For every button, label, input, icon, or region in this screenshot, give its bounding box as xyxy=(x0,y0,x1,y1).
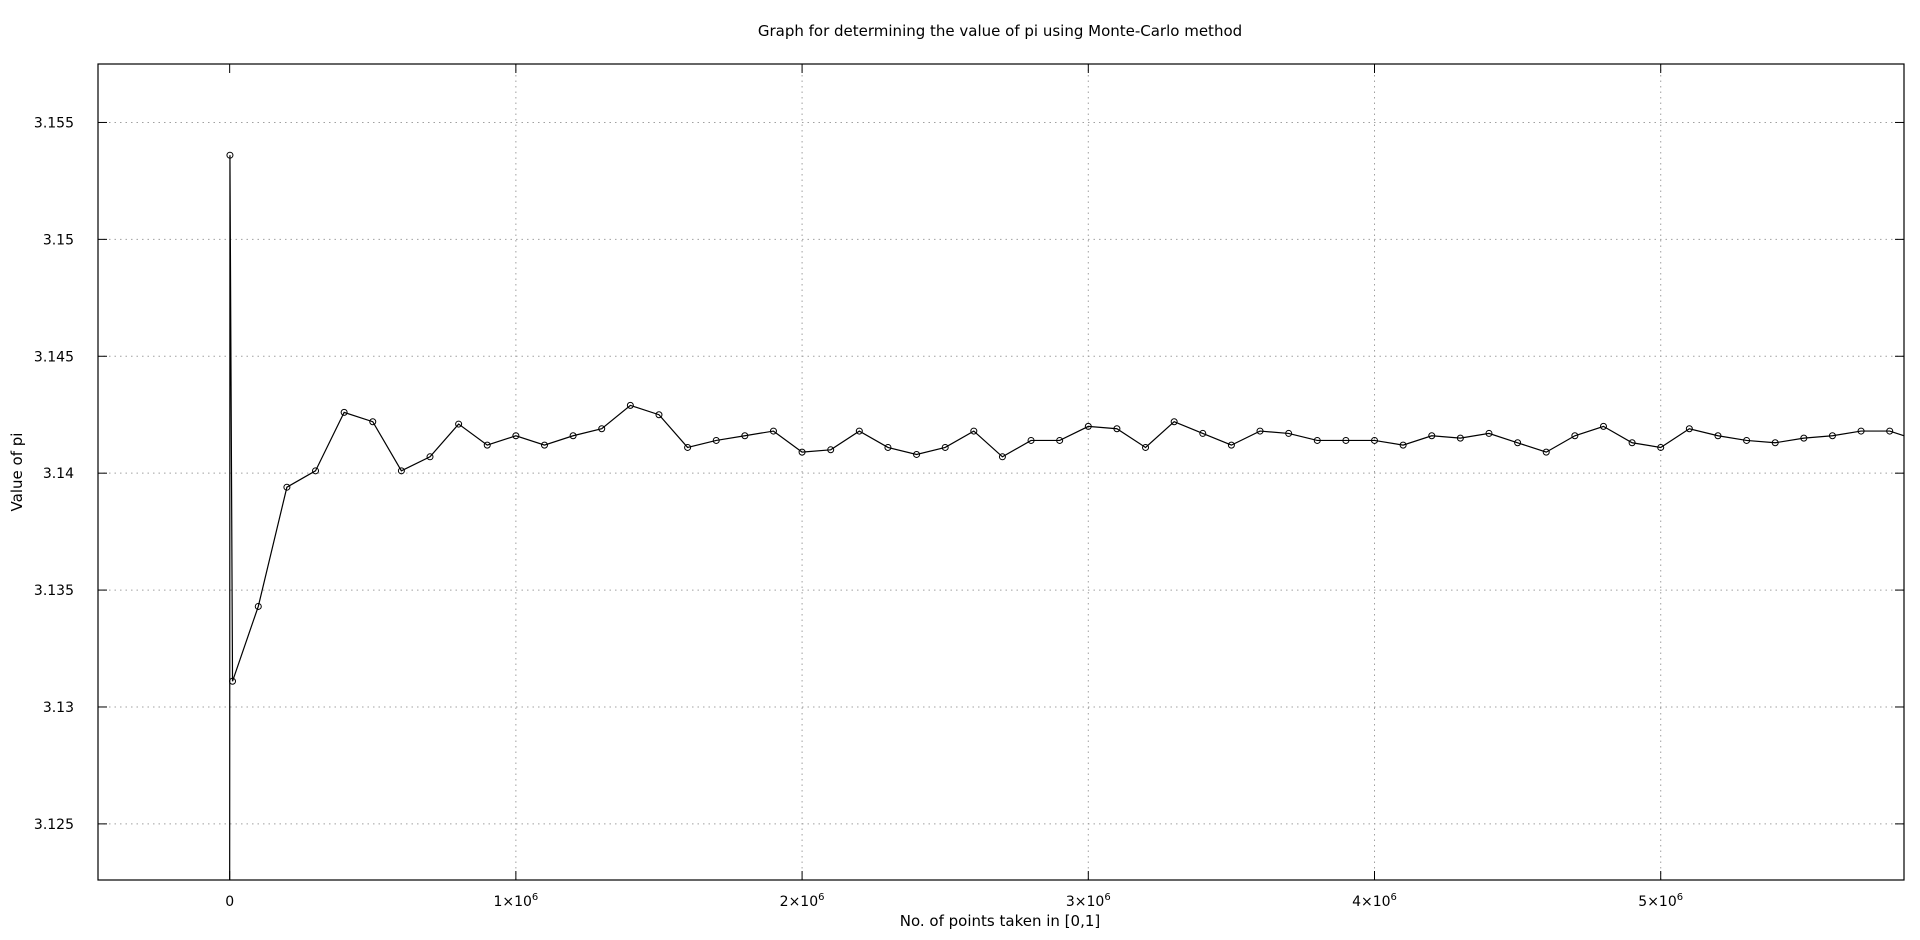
data-point xyxy=(397,467,405,475)
data-point xyxy=(512,432,520,440)
data-point xyxy=(1542,448,1550,456)
data-point xyxy=(1828,432,1836,440)
data-point xyxy=(741,432,749,440)
data-point xyxy=(1514,439,1522,447)
data-point xyxy=(312,467,320,475)
series-group xyxy=(226,151,1904,880)
y-tick-label: 3.13 xyxy=(43,700,74,716)
data-point xyxy=(712,436,720,444)
data-point xyxy=(998,453,1006,461)
data-point xyxy=(1399,441,1407,449)
data-point xyxy=(1800,434,1808,442)
y-tick-label: 3.145 xyxy=(34,349,74,365)
y-tick-label: 3.155 xyxy=(34,115,74,131)
data-point xyxy=(483,441,491,449)
data-point xyxy=(970,427,978,435)
x-tick-label: 3×106 xyxy=(1066,892,1111,910)
data-point xyxy=(1342,436,1350,444)
data-point xyxy=(1599,422,1607,430)
y-tick-label: 3.125 xyxy=(34,817,74,833)
data-point xyxy=(1857,427,1865,435)
data-point xyxy=(1714,432,1722,440)
data-point xyxy=(1571,432,1579,440)
y-tick-label: 3.14 xyxy=(43,466,74,482)
x-tick-label: 0 xyxy=(225,894,234,910)
data-point xyxy=(913,450,921,458)
data-point xyxy=(1886,427,1894,435)
data-point xyxy=(1657,443,1665,451)
data-point xyxy=(1113,425,1121,433)
data-point xyxy=(655,411,663,419)
data-point xyxy=(855,427,863,435)
data-point xyxy=(1371,436,1379,444)
data-point xyxy=(1227,441,1235,449)
data-point xyxy=(827,446,835,454)
data-point xyxy=(369,418,377,426)
axes: 3.125 3.13 3.135 3.14 3.145 3.15 3.155 0 1×106 2×… xyxy=(34,64,1904,910)
data-point xyxy=(1743,436,1751,444)
data-point xyxy=(1256,427,1264,435)
data-point xyxy=(1285,429,1293,437)
data-point xyxy=(254,602,262,610)
data-point xyxy=(569,432,577,440)
data-point xyxy=(540,441,548,449)
plot-area xyxy=(226,151,1904,880)
x-axis-label: No. of points taken in [0,1] xyxy=(900,912,1100,930)
data-point xyxy=(798,448,806,456)
data-point xyxy=(226,151,234,159)
data-point xyxy=(1199,429,1207,437)
data-point xyxy=(684,443,692,451)
data-point xyxy=(769,427,777,435)
y-tick-label: 3.135 xyxy=(34,583,74,599)
data-point xyxy=(1771,439,1779,447)
data-point xyxy=(426,453,434,461)
chart-title: Graph for determining the value of pi us… xyxy=(758,22,1242,40)
data-point xyxy=(340,408,348,416)
data-point xyxy=(884,443,892,451)
data-point xyxy=(1027,436,1035,444)
x-tick-label: 5×106 xyxy=(1638,892,1683,910)
data-point xyxy=(1313,436,1321,444)
data-point xyxy=(1456,434,1464,442)
y-tick-label: 3.15 xyxy=(43,232,74,248)
x-tick-label: 1×106 xyxy=(493,892,538,910)
data-point xyxy=(626,401,634,409)
x-tick-label: 2×106 xyxy=(780,892,825,910)
data-point xyxy=(1056,436,1064,444)
y-axis-label: Value of pi xyxy=(8,433,26,512)
series-line xyxy=(229,155,1904,880)
data-point xyxy=(1142,443,1150,451)
data-point xyxy=(229,677,237,685)
data-point xyxy=(283,483,291,491)
data-point xyxy=(941,443,949,451)
x-tick-label: 4×106 xyxy=(1352,892,1397,910)
data-point xyxy=(1170,418,1178,426)
data-point xyxy=(1428,432,1436,440)
data-point xyxy=(455,420,463,428)
data-point xyxy=(1685,425,1693,433)
data-point xyxy=(1084,422,1092,430)
plot-frame xyxy=(97,63,1905,881)
data-point xyxy=(598,425,606,433)
grid xyxy=(98,64,1904,880)
data-point xyxy=(1628,439,1636,447)
data-point xyxy=(1485,429,1493,437)
